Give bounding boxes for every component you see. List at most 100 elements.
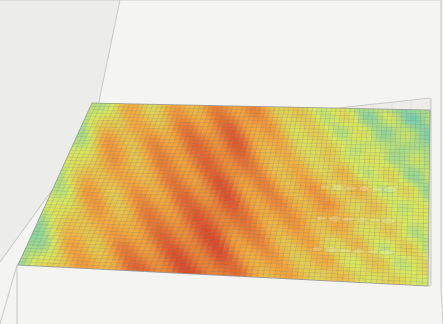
surface-cell [179, 262, 187, 267]
surface-cell [360, 267, 367, 273]
surface-cell [407, 218, 413, 224]
surface-cell [207, 217, 215, 222]
surface-cell [349, 108, 356, 113]
surface-cell [419, 157, 425, 162]
surface-cell [358, 169, 364, 174]
surface-cell [297, 200, 304, 205]
surface-cell [382, 268, 390, 274]
surface-cell [264, 177, 271, 182]
surface-cell [386, 199, 393, 205]
surface-cell [414, 138, 421, 143]
surface-cell [352, 126, 359, 131]
surface-cell [283, 188, 290, 193]
surface-cell [337, 273, 344, 279]
surface-cell [353, 169, 359, 174]
surface-cell [207, 239, 215, 244]
surface-cell [315, 265, 322, 270]
surface-cell [270, 149, 277, 154]
surface-cell [247, 262, 255, 267]
surface-cell [366, 133, 372, 138]
surface-cell [199, 249, 207, 254]
surface-cell [360, 198, 367, 204]
surface-cell [376, 275, 384, 281]
surface-cell [386, 210, 393, 216]
surface-cell [242, 258, 250, 263]
surface-cell [258, 184, 265, 189]
surface-cell [327, 208, 335, 213]
surface-cell [264, 152, 271, 157]
surface-cell [341, 230, 348, 235]
surface-cell [385, 145, 391, 150]
surface-cell [392, 200, 398, 205]
surface-cell [235, 215, 243, 220]
surface-cell [218, 218, 226, 223]
surface-cell [247, 233, 255, 238]
surface-cell [405, 277, 412, 282]
surface-cell [314, 193, 321, 198]
surface-cell [286, 235, 293, 240]
surface-cell [322, 208, 329, 213]
surface-cell [388, 174, 394, 179]
surface-cell [363, 228, 370, 233]
surface-cell [307, 168, 314, 173]
surface-cell [371, 195, 378, 200]
surface-cell [217, 267, 225, 273]
surface-cell [382, 108, 388, 113]
surface-cell [404, 153, 410, 158]
surface-cell [327, 255, 335, 260]
surface-cell [238, 155, 246, 160]
surface-cell [237, 183, 244, 188]
surface-cell [258, 266, 266, 271]
surface-cell [217, 200, 225, 205]
surface-cell [283, 253, 290, 258]
surface-cell [323, 129, 329, 134]
surface-cell [391, 116, 397, 121]
surface-cell [347, 173, 354, 178]
surface-cell [409, 164, 415, 169]
surface-cell [273, 135, 280, 140]
surface-cell [266, 145, 273, 150]
surface-cell [341, 234, 348, 239]
surface-cell [403, 167, 410, 172]
surface-cell [363, 108, 370, 113]
surface-highlight-0 [311, 246, 323, 252]
surface-cell [398, 163, 405, 169]
surface-cell [235, 190, 243, 195]
surface-cell [399, 273, 406, 278]
surface-cell [271, 170, 278, 175]
surface-cell [313, 161, 320, 166]
surface-cell [354, 213, 361, 218]
surface-cell [267, 191, 274, 196]
surface-cell [271, 142, 278, 147]
surface-cell [296, 114, 303, 119]
surface-cell [349, 205, 356, 210]
surface-cell [326, 262, 334, 267]
surface-cell [261, 220, 269, 225]
surface-cell [302, 200, 309, 205]
surface-cell [407, 215, 414, 220]
surface-cell [401, 233, 408, 238]
surface-cell [350, 147, 356, 152]
surface-cell [383, 170, 390, 175]
surface-cell [236, 165, 243, 170]
surface-cell [219, 214, 226, 219]
surface-cell [322, 211, 329, 217]
surface-cell [406, 112, 412, 118]
surface-cell [281, 231, 288, 236]
surface-cell [379, 228, 386, 233]
surface-cell [287, 224, 295, 229]
surface-cell [424, 157, 430, 162]
surface-cell [307, 204, 314, 209]
surface-cell [379, 239, 386, 244]
surface-cell [419, 131, 426, 136]
surface-cell [423, 175, 430, 180]
surface-cell [298, 128, 305, 133]
surface-cell [308, 236, 315, 241]
surface-cell [400, 258, 407, 264]
surface-cell [372, 119, 378, 124]
surface-cell [265, 198, 273, 203]
surface-cell [264, 230, 272, 236]
surface-cell [288, 160, 295, 165]
surface-cell [300, 117, 307, 122]
surface-cell [369, 152, 376, 157]
